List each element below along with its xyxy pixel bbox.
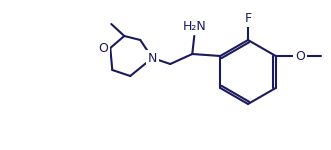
Text: O: O (98, 42, 108, 54)
Text: F: F (244, 12, 252, 26)
Text: O: O (295, 50, 305, 63)
Text: N: N (148, 51, 157, 64)
Text: H₂N: H₂N (182, 21, 206, 33)
